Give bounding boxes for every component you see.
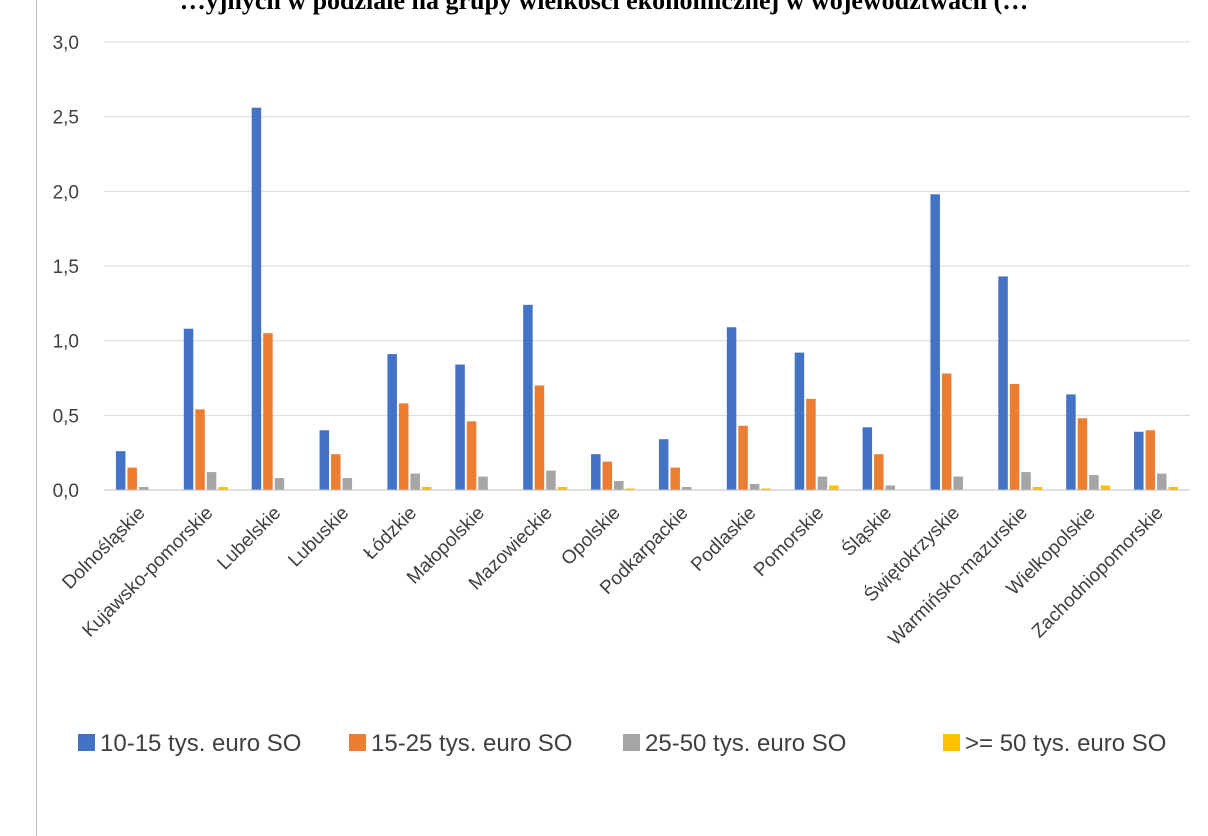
bar <box>1157 473 1167 490</box>
bar <box>557 487 568 490</box>
bar <box>817 476 828 490</box>
bar <box>138 487 149 490</box>
bars <box>115 107 1179 490</box>
y-tick-label: 2,0 <box>53 182 79 203</box>
bar <box>625 488 636 490</box>
x-tick-label: Opolskie <box>557 503 624 570</box>
legend-swatch <box>349 734 366 751</box>
x-tick-label: Warmińsko-mazurskie <box>885 503 1032 650</box>
legend-label: 25-50 tys. euro SO <box>645 730 846 757</box>
bar <box>387 354 397 490</box>
bar <box>885 485 896 490</box>
y-tick-label: 1,0 <box>53 332 79 353</box>
bar <box>1145 430 1156 490</box>
x-tick-label: Lubuskie <box>284 503 353 572</box>
bar <box>410 473 420 490</box>
x-tick-label: Kujawsko-pomorskie <box>79 503 218 642</box>
bar <box>523 304 533 490</box>
bar <box>806 398 816 490</box>
bar <box>263 333 273 490</box>
bar <box>478 476 488 490</box>
legend: 10-15 tys. euro SO 15-25 tys. euro SO 25-5… <box>78 730 1166 757</box>
bar <box>670 467 680 490</box>
bar <box>319 430 330 490</box>
legend-swatch <box>943 734 960 751</box>
x-tick-label: Łódzkie <box>360 503 421 564</box>
gridlines <box>104 41 1190 416</box>
bar <box>218 487 228 490</box>
bar <box>953 476 963 490</box>
bar <box>614 481 624 490</box>
bar <box>761 488 771 490</box>
x-tick-label: Podlaskie <box>687 503 760 576</box>
bar <box>455 364 465 490</box>
bar <box>941 373 952 490</box>
bar <box>534 385 545 490</box>
bar <box>1021 472 1031 490</box>
frame-left-border <box>36 0 37 836</box>
bar <box>183 328 194 490</box>
y-tick-label: 2,5 <box>53 108 79 129</box>
y-tick-label: 0,0 <box>53 481 79 502</box>
bar <box>466 421 477 490</box>
bar <box>1032 487 1043 490</box>
bar <box>591 454 601 490</box>
bar <box>681 487 692 490</box>
y-tick-label: 0,5 <box>53 406 79 427</box>
bar <box>658 439 669 490</box>
legend-label: 10-15 tys. euro SO <box>100 730 301 757</box>
bar <box>398 403 409 490</box>
bar <box>115 451 126 490</box>
bar <box>331 454 341 490</box>
bar <box>1100 485 1111 490</box>
y-tick-label: 3,0 <box>53 33 79 54</box>
bar <box>274 478 285 490</box>
bar <box>421 487 432 490</box>
bar <box>930 194 940 490</box>
bar <box>195 409 205 490</box>
bar <box>1089 475 1099 490</box>
bar <box>874 454 884 490</box>
x-tick-label: Lubelskie <box>214 503 286 575</box>
bar <box>1066 394 1076 490</box>
bar <box>998 276 1008 490</box>
bar <box>862 427 873 490</box>
bar <box>251 107 262 490</box>
bar <box>794 352 805 490</box>
bar <box>127 467 137 490</box>
bar <box>602 461 613 490</box>
chart-title: …yjnych w podziale na grupy wielkości ek… <box>179 0 1029 15</box>
x-tick-label: Śląskie <box>837 502 896 561</box>
x-tick-label: Zachodniopomorskie <box>1028 503 1168 643</box>
legend-label: >= 50 tys. euro SO <box>965 730 1166 757</box>
bar <box>1009 383 1020 490</box>
bar <box>738 425 748 490</box>
bar <box>829 485 839 490</box>
bar <box>749 484 760 490</box>
legend-swatch <box>78 734 95 751</box>
legend-label: 15-25 tys. euro SO <box>371 730 572 757</box>
bar <box>206 472 217 490</box>
axes: 0,00,51,01,52,02,53,0DolnośląskieKujawsk… <box>53 33 1190 650</box>
x-tick-label: Pomorskie <box>750 503 828 581</box>
bar <box>342 478 353 490</box>
bar <box>726 327 737 490</box>
bar <box>1077 418 1088 490</box>
legend-swatch <box>623 734 640 751</box>
y-tick-label: 1,5 <box>53 257 79 278</box>
bar <box>1134 431 1144 490</box>
bar <box>546 470 556 490</box>
bar <box>1168 487 1179 490</box>
